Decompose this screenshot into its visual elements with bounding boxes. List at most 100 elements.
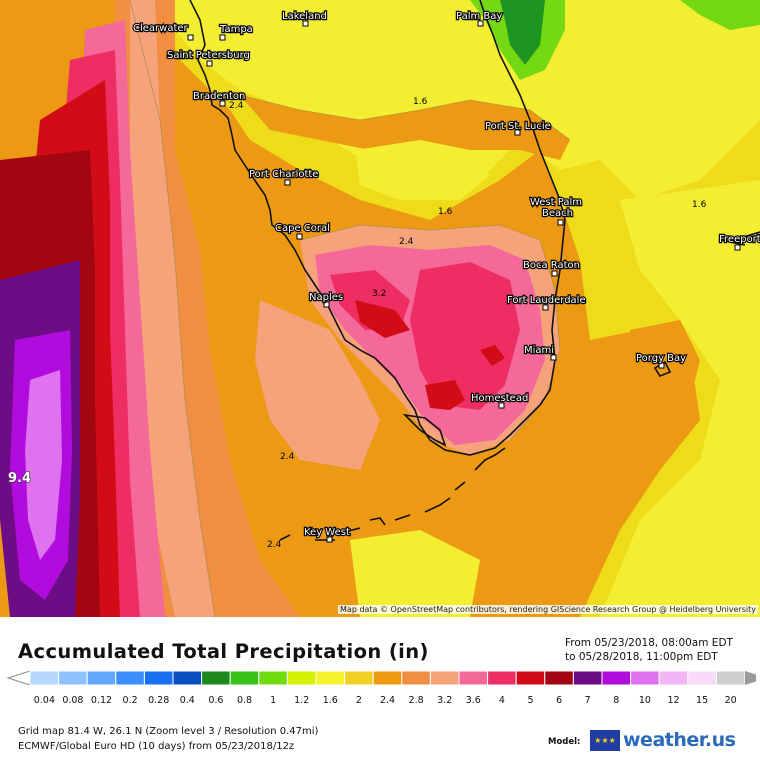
legend-swatch-3	[115, 670, 145, 686]
legend-label-9: 1.2	[294, 695, 309, 706]
legend-label-23: 15	[696, 695, 708, 706]
legend-label-12: 2.4	[380, 695, 395, 706]
city-label-west-palm-beach-2: Beach	[542, 208, 573, 219]
contour-label-6: 2.4	[280, 452, 295, 462]
brand-name: weather.us	[623, 729, 736, 751]
legend-swatch-9	[286, 670, 317, 686]
legend-swatch-15	[458, 670, 489, 686]
legend-label-10: 1.6	[323, 695, 338, 706]
legend-label-4: 0.28	[148, 695, 169, 706]
legend-swatch-10	[315, 670, 346, 686]
legend-label-20: 8	[613, 695, 619, 706]
city-dot-clearwater	[187, 34, 194, 41]
legend-label-18: 6	[556, 695, 562, 706]
city-dot-west-palm-beach	[557, 219, 564, 226]
legend-swatch-11	[344, 670, 374, 686]
contour-label-5: 2.4	[399, 237, 414, 247]
city-labels: Clearwater Tampa Lakeland Palm Bay Saint…	[132, 10, 760, 539]
city-dot-fort-lauderdale	[542, 304, 549, 311]
legend-label-14: 3.2	[437, 695, 452, 706]
legend-swatch-16	[487, 670, 517, 686]
city-dot-lakeland	[302, 20, 309, 27]
legend-label-6: 0.6	[208, 695, 223, 706]
field-orange-porgy	[630, 320, 700, 410]
precipitation-map[interactable]: Clearwater Tampa Lakeland Palm Bay Saint…	[0, 0, 760, 617]
city-label-naples: Naples	[309, 292, 343, 303]
field-red-miami	[480, 345, 505, 366]
city-label-port-st-lucie: Port St. Lucie	[485, 121, 551, 132]
legend-label-19: 7	[585, 695, 591, 706]
contour-label-2: 1.6	[438, 207, 453, 217]
city-dot-tampa	[219, 34, 226, 41]
city-label-tampa: Tampa	[219, 24, 253, 35]
map-meta: Grid map 81.4 W, 26.1 N (Zoom level 3 / …	[18, 724, 318, 754]
period-from: From 05/23/2018, 08:00am EDT	[565, 637, 733, 649]
city-label-porgy-bay: Porgy Bay	[636, 353, 686, 364]
field-yellow-pocket	[355, 140, 490, 200]
field-lavender-west	[25, 370, 62, 560]
city-dot-porgy-bay	[658, 362, 665, 369]
field-salmon-sw	[255, 300, 380, 470]
city-dot-boca-raton	[551, 270, 558, 277]
field-red-naples	[355, 300, 410, 338]
eu-flag-icon: ★★★	[590, 729, 620, 751]
city-label-fort-lauderdale: Fort Lauderdale	[507, 295, 586, 306]
city-label-bradenton: Bradenton	[193, 91, 245, 102]
legend-swatch-0	[29, 670, 60, 686]
legend-swatch-8	[258, 670, 288, 686]
legend-label-15: 3.6	[466, 695, 481, 706]
contour-label-4: 2.4	[229, 101, 244, 111]
legend-swatch-7	[229, 670, 260, 686]
legend-swatch-21	[630, 670, 660, 686]
legend-label-13: 2.8	[409, 695, 424, 706]
coastline	[189, 0, 760, 456]
city-dot-port-charlotte	[284, 179, 291, 186]
field-yellow-pocket-s	[350, 530, 480, 617]
city-label-miami: Miami	[524, 345, 554, 356]
city-label-key-west: Key West	[304, 527, 350, 538]
legend-swatch-18	[544, 670, 574, 686]
field-yellow-north	[150, 0, 760, 200]
legend-label-5: 0.4	[180, 695, 195, 706]
legend-swatch-23	[687, 670, 717, 686]
legend-swatch-5	[172, 670, 203, 686]
period-to: to 05/28/2018, 11:00pm EDT	[565, 651, 718, 663]
city-label-port-charlotte: Port Charlotte	[249, 169, 318, 180]
footer	[0, 617, 760, 760]
grid-info: Grid map 81.4 W, 26.1 N (Zoom level 3 / …	[18, 726, 319, 737]
city-dot-freeport	[734, 244, 741, 251]
brand-logo[interactable]: ★★★ weather.us	[590, 729, 736, 751]
legend-label-1: 0.08	[62, 695, 83, 706]
city-label-palm-bay: Palm Bay	[456, 11, 502, 22]
field-red-homestead	[425, 380, 465, 410]
city-label-west-palm-beach: West Palm	[530, 197, 582, 208]
legend-swatch-2	[86, 670, 117, 686]
legend-swatch-12	[372, 670, 403, 686]
map-attribution: Map data © OpenStreetMap contributors, r…	[338, 605, 758, 614]
field-orange-ribbon-north	[240, 95, 570, 160]
city-label-cape-coral: Cape Coral	[275, 223, 330, 234]
contour-label-1: 1.6	[413, 97, 428, 107]
legend-label-7: 0.8	[237, 695, 252, 706]
color-legend: 0.04 0.08 0.12 0.2 0.28 0.4 0.6 0.8 1 1.2 1.6 2 2.4 2…	[4, 668, 760, 720]
contour-label-8: 3.2	[372, 289, 386, 299]
map-canvas: Clearwater Tampa Lakeland Palm Bay Saint…	[0, 0, 760, 617]
legend-label-17: 5	[527, 695, 533, 706]
city-label-freeport: Freeport	[719, 234, 760, 245]
legend-swatch-19	[572, 670, 603, 686]
city-dot-saint-petersburg	[206, 60, 213, 67]
contour-label-3: 1.6	[692, 200, 707, 210]
city-dot-miami	[550, 354, 557, 361]
field-magenta-se	[410, 262, 520, 410]
legend-swatch-13	[401, 670, 431, 686]
legend-label-21: 10	[639, 695, 651, 706]
city-label-homestead: Homestead	[471, 393, 528, 404]
city-dot-cape-coral	[296, 233, 303, 240]
precip-field	[0, 0, 760, 617]
legend-label-22: 12	[667, 695, 679, 706]
legend-swatch-22	[658, 670, 689, 686]
legend-arrow-right	[745, 671, 760, 685]
city-dot-bradenton	[219, 100, 226, 107]
city-label-lakeland: Lakeland	[282, 11, 327, 22]
field-darkgreen-ne	[500, 0, 545, 65]
